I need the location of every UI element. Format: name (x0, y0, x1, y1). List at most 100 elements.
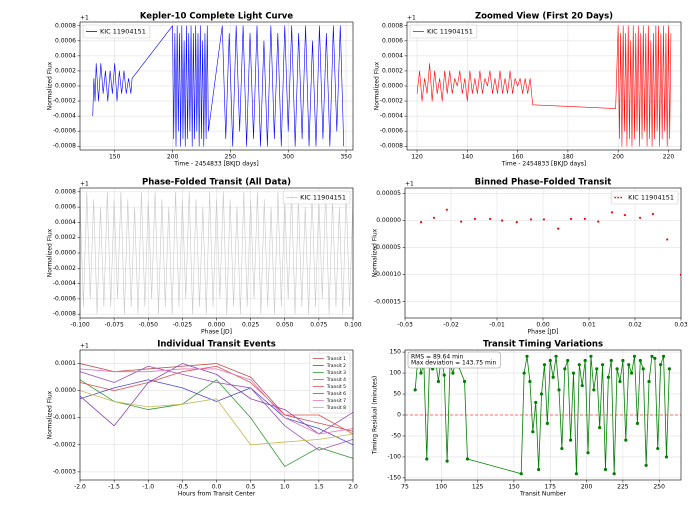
marker (462, 379, 467, 384)
marker (624, 438, 628, 442)
series-line (92, 25, 345, 147)
offset-text: +1 (407, 15, 416, 22)
marker (583, 358, 587, 363)
y-tick-label: 0 (397, 412, 401, 419)
series-line (80, 365, 353, 451)
x-tick-label: -0.03 (397, 322, 413, 329)
legend-label: KIC 11904151 (100, 28, 146, 36)
legend-label: KIC 11904151 (427, 28, 473, 36)
y-tick-label: 0.0004 (382, 52, 403, 59)
x-tick-label: 120 (411, 154, 423, 161)
legend: KIC 11904151 (610, 190, 679, 205)
x-tick-label: -0.5 (177, 484, 189, 491)
x-axis-label: Phase [JD] (528, 329, 559, 336)
marker (519, 472, 523, 476)
marker (664, 455, 669, 459)
legend-swatch (614, 196, 617, 199)
x-tick-label: 220 (663, 154, 675, 161)
axes-frame (406, 21, 682, 151)
marker (525, 354, 529, 358)
y-tick-label: -0.0003 (53, 468, 76, 475)
series-line (80, 365, 353, 435)
marker (445, 459, 449, 463)
legend: KIC 11904151 (82, 24, 151, 39)
marker (548, 358, 552, 363)
x-tick-label: 300 (282, 154, 294, 161)
y-tick-label: 0.0006 (382, 37, 403, 44)
x-tick-label: 0.075 (310, 322, 327, 329)
series-line (80, 191, 353, 315)
marker (531, 430, 535, 434)
legend-label: Transit 6 (326, 391, 346, 397)
x-tick-label: 350 (340, 154, 352, 161)
subplot: -0.03 -0.02 -0.01 0.00 0.01 0.02 0.03 -0.00015 -… (372, 178, 688, 336)
series-line (416, 25, 672, 147)
point (445, 208, 448, 211)
point (529, 218, 533, 221)
marker (425, 457, 429, 461)
marker (630, 371, 634, 375)
axes-frame (404, 349, 682, 481)
y-tick-label: 0.00005 (376, 190, 401, 197)
marker (618, 379, 622, 384)
y-tick-label: -0.0002 (53, 265, 76, 272)
marker (537, 467, 541, 472)
marker (528, 379, 532, 384)
offset-text: +1 (405, 181, 414, 188)
x-axis-label: Time - 2454833 [BKJD days] (173, 161, 258, 168)
x-tick-label: 175 (545, 484, 557, 491)
marker (560, 446, 564, 451)
marker (451, 371, 455, 375)
legend: KIC 11904151 (282, 190, 351, 205)
y-tick-label: -0.0006 (380, 128, 403, 135)
marker (419, 371, 423, 375)
y-tick-label: 0.0004 (55, 52, 76, 59)
x-tick-label: 1.5 (314, 484, 324, 491)
subplot: -2.0 -1.5 -1.0 -0.5 0.0 0.5 1.0 1.5 2.0 -0.0003 -0… (47, 340, 358, 498)
marker (542, 363, 547, 367)
y-tick-label: -0.0004 (53, 113, 76, 120)
marker (650, 354, 654, 358)
marker (595, 367, 599, 371)
x-tick-label: -0.075 (104, 322, 124, 329)
marker (609, 358, 613, 363)
y-axis-label: Normalized Flux (374, 61, 381, 110)
y-tick-label: 0.0008 (55, 188, 76, 195)
marker (413, 388, 417, 392)
y-tick-label: 0.0000 (55, 387, 76, 394)
offset-text: +1 (80, 343, 89, 350)
y-tick-label: 0.0002 (382, 67, 403, 74)
marker (563, 367, 567, 371)
x-tick-label: 250 (653, 484, 665, 491)
y-tick-label: 0.0000 (55, 83, 76, 90)
y-tick-label: 0.0006 (55, 204, 76, 211)
point (420, 221, 423, 224)
y-tick-label: -0.00015 (374, 298, 401, 305)
marker (539, 392, 544, 396)
marker (569, 438, 573, 442)
x-tick-label: -0.100 (70, 322, 90, 329)
point (651, 212, 655, 216)
series-line (80, 390, 353, 446)
x-tick-label: -0.025 (173, 322, 193, 329)
y-tick-label: 0.0000 (382, 83, 403, 90)
legend-label: Transit 4 (326, 377, 346, 383)
x-tick-label: 0.00 (536, 322, 550, 329)
y-tick-label: 150 (390, 349, 402, 356)
point (515, 221, 518, 224)
point (542, 218, 546, 221)
marker (638, 358, 642, 363)
marker (641, 367, 645, 371)
point (557, 227, 560, 230)
series-line (80, 363, 353, 432)
y-tick-label: -0.0002 (380, 98, 403, 105)
point (610, 211, 614, 214)
y-tick-label: -0.0006 (53, 295, 76, 302)
x-tick-label: -0.01 (489, 322, 505, 329)
plot-content (416, 25, 672, 147)
marker (554, 354, 558, 358)
y-axis-label: Normalized Flux (47, 390, 54, 439)
y-tick-label: 0.0008 (55, 22, 76, 29)
series-line (80, 368, 353, 435)
